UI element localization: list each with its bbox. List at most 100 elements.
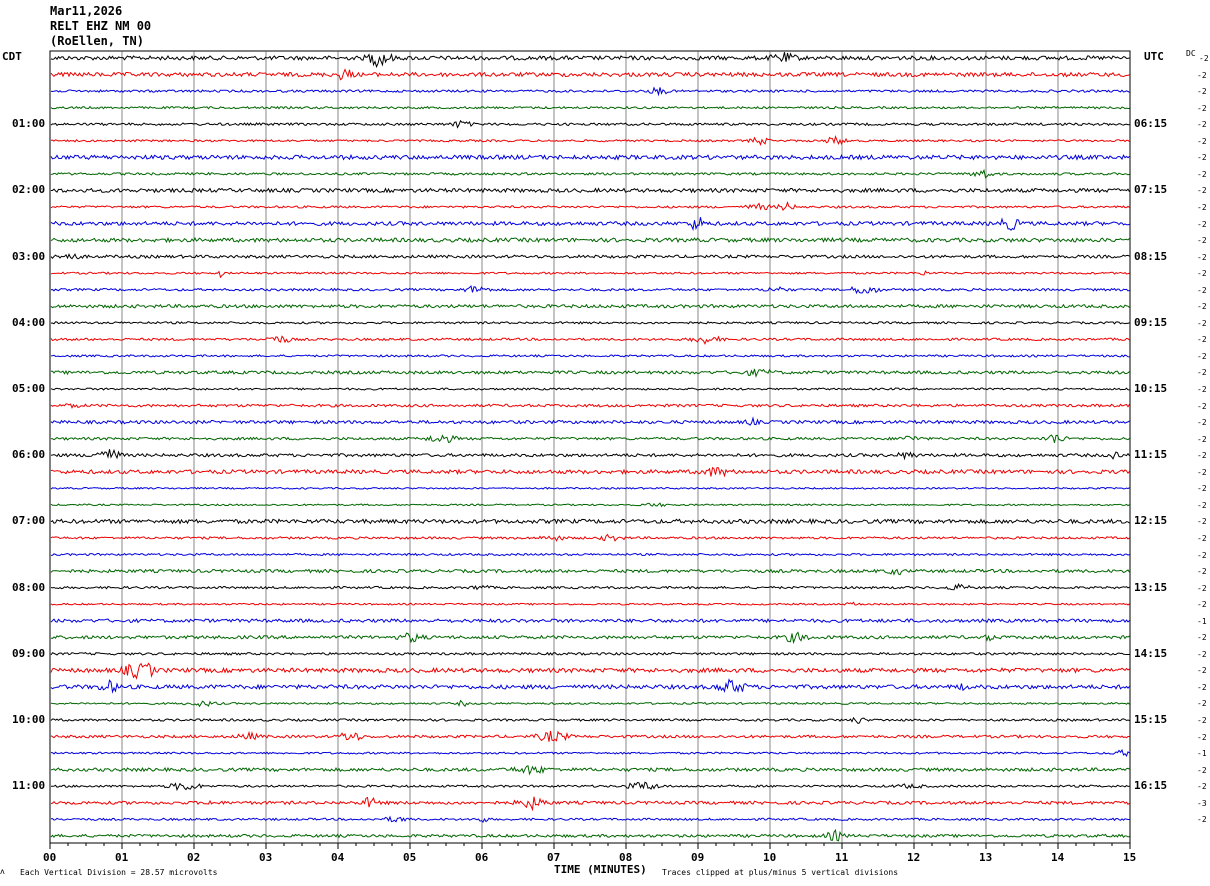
x-tick-label: 13	[979, 851, 993, 864]
seismic-trace	[50, 135, 1130, 146]
seismic-trace	[50, 651, 1130, 656]
dc-offset-value: -2	[1197, 550, 1207, 560]
seismic-trace	[50, 335, 1130, 346]
dc-offset-value: -2	[1197, 70, 1207, 80]
left-timezone-label: CDT	[2, 50, 22, 63]
dc-offset-value: -2	[1197, 285, 1207, 295]
dc-offset-value: -1	[1197, 749, 1207, 759]
seismic-trace	[50, 320, 1130, 325]
seismic-trace	[50, 796, 1130, 812]
dc-offset-value: -1	[1197, 616, 1207, 626]
dc-offset-value: -2	[1197, 186, 1207, 196]
left-hour-label: 04:00	[12, 315, 46, 329]
dc-offset-value: -2	[1197, 484, 1207, 494]
left-hour-label: 06:00	[12, 448, 46, 462]
dc-offset-value: -2	[1197, 351, 1207, 361]
seismic-trace	[50, 168, 1130, 179]
seismic-trace	[50, 582, 1130, 591]
left-hour-label: 07:00	[12, 514, 46, 528]
x-axis-label: TIME (MINUTES)	[554, 863, 647, 876]
dc-offset-value: -2	[1197, 633, 1207, 643]
seismic-trace	[50, 416, 1130, 426]
dc-offset-value: -2	[1197, 269, 1207, 279]
dc-offset-value: -2	[1197, 649, 1207, 659]
x-tick-label: 11	[835, 851, 849, 864]
dc-offset-value: -2	[1197, 335, 1207, 345]
dc-offset-value: -2	[1197, 699, 1207, 709]
dc-offset-value: -2	[1197, 782, 1207, 792]
x-tick-label: 00	[43, 851, 57, 864]
dc-offset-value: -2	[1197, 368, 1207, 378]
seismic-trace	[50, 448, 1130, 461]
dc-offset-value: -2	[1197, 318, 1207, 328]
left-hour-label: 05:00	[12, 382, 46, 395]
left-hour-label: 01:00	[12, 117, 46, 131]
dc-offset-value: -2	[1197, 401, 1207, 411]
seismic-trace	[50, 533, 1130, 542]
right-hour-label: 10:15	[1134, 382, 1168, 395]
seismic-trace	[50, 748, 1130, 757]
dc-offset-value: -2	[1197, 120, 1207, 130]
dc-offset-value: -2	[1197, 385, 1207, 394]
seismic-trace	[50, 828, 1130, 842]
seismic-trace	[50, 502, 1130, 508]
seismic-trace	[50, 552, 1130, 557]
right-hour-label: 13:15	[1134, 580, 1168, 594]
station-location: (RoEllen, TN)	[50, 34, 144, 48]
seismic-trace	[50, 601, 1130, 606]
seismic-trace	[50, 119, 1130, 129]
dc-offset-value: -2	[1197, 236, 1207, 246]
seismic-trace	[50, 52, 1130, 69]
left-hour-label: 11:00	[12, 779, 46, 793]
left-hour-label: 10:00	[12, 713, 46, 726]
seismic-trace	[50, 518, 1130, 525]
dc-offset-value: -2	[1197, 500, 1207, 510]
left-hour-label: 08:00	[12, 580, 46, 594]
dc-offset-value: -2	[1197, 302, 1207, 312]
seismic-trace	[50, 466, 1130, 478]
seismic-trace	[50, 217, 1130, 232]
dc-offset-value: -2	[1197, 252, 1207, 262]
seismic-trace	[50, 387, 1130, 391]
x-tick-label: 05	[403, 851, 417, 864]
seismic-trace	[50, 86, 1130, 97]
seismic-trace	[50, 678, 1130, 694]
seismic-trace	[50, 105, 1130, 110]
x-tick-label: 10	[763, 851, 777, 864]
seismic-trace	[50, 434, 1130, 443]
recording-date: Mar11,2026	[50, 4, 123, 18]
dc-offset-value: -2	[1197, 815, 1207, 825]
x-tick-label: 14	[1051, 851, 1065, 864]
x-tick-label: 02	[187, 851, 201, 864]
footer-clip-note: Traces clipped at plus/minus 5 vertical …	[662, 868, 899, 877]
x-tick-label: 09	[691, 851, 705, 864]
dc-offset-value: -2	[1197, 567, 1207, 577]
dc-offset-value: -2	[1197, 434, 1207, 444]
dc-offset-value: -2	[1197, 153, 1207, 163]
footer-scale-note: Each Vertical Division = 28.57 microvolt…	[20, 868, 218, 877]
seismic-trace	[50, 631, 1130, 645]
x-tick-label: 04	[331, 851, 345, 864]
x-tick-label: 12	[907, 851, 921, 864]
right-hour-label: 15:15	[1134, 713, 1168, 726]
seismic-trace	[50, 486, 1130, 490]
seismic-trace	[50, 68, 1130, 81]
seismic-trace	[50, 253, 1130, 260]
left-hour-label: 03:00	[12, 249, 46, 263]
seismic-trace	[50, 699, 1130, 708]
x-tick-label: 15	[1123, 851, 1137, 864]
dc-offset-value: -2	[1197, 600, 1207, 610]
dc-offset-value: -3	[1197, 798, 1207, 808]
dc-offset-value: -2	[1199, 54, 1209, 63]
right-hour-label: 12:15	[1134, 514, 1168, 528]
x-tick-label: 06	[475, 851, 489, 864]
seismic-trace	[50, 285, 1130, 295]
seismic-trace	[50, 730, 1130, 742]
seismic-trace	[50, 354, 1130, 358]
right-hour-label: 16:15	[1134, 779, 1168, 793]
seismic-trace	[50, 270, 1130, 279]
seismic-trace	[50, 303, 1130, 309]
dc-offset-value: -2	[1197, 467, 1207, 477]
seismic-trace	[50, 815, 1130, 823]
dc-offset-value: -2	[1197, 418, 1207, 428]
